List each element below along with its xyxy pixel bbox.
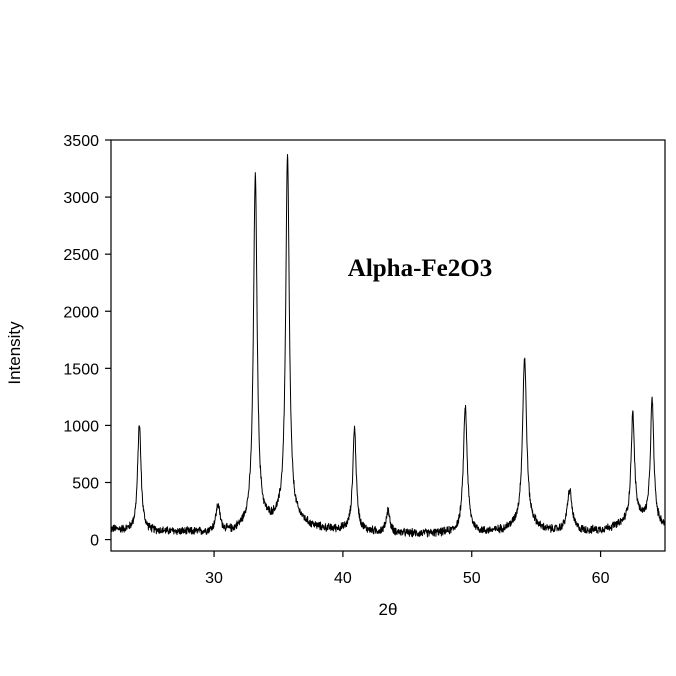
y-tick-label: 0 <box>90 533 99 550</box>
x-tick-label: 30 <box>205 570 223 587</box>
y-tick-label: 2500 <box>63 247 99 264</box>
y-axis-label: Intensity <box>5 321 24 385</box>
plot-area <box>111 140 665 551</box>
y-tick-label: 1000 <box>63 418 99 435</box>
x-axis-label: 2θ <box>379 600 398 619</box>
y-tick-label: 3000 <box>63 190 99 207</box>
plot-frame <box>110 139 666 552</box>
x-tick-label: 40 <box>334 570 352 587</box>
series-group <box>110 154 666 538</box>
x-tick-label: 50 <box>463 570 481 587</box>
diffraction-line <box>110 154 666 538</box>
y-tick-label: 1500 <box>63 361 99 378</box>
y-tick-label: 2000 <box>63 304 99 321</box>
y-axis: 0 500 1000 1500 2000 2500 3000 3500 <box>63 133 111 550</box>
y-tick-label: 500 <box>72 476 99 493</box>
chart-annotation: Alpha-Fe2O3 <box>348 255 492 282</box>
x-axis: 30 40 50 60 <box>205 551 610 587</box>
x-tick-label: 60 <box>592 570 610 587</box>
y-tick-label: 3500 <box>63 133 99 150</box>
